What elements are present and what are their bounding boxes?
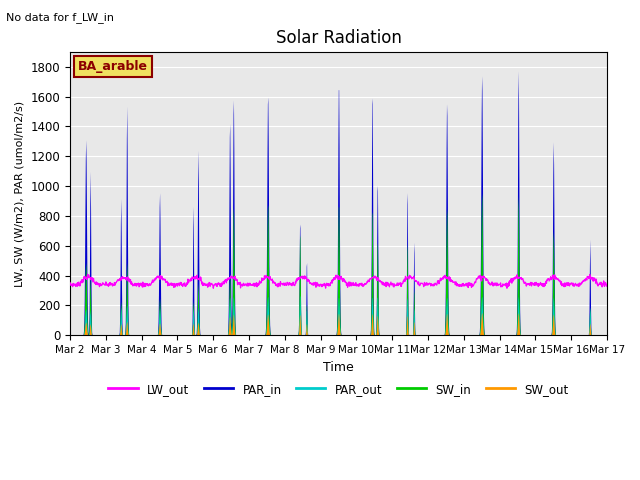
Legend: LW_out, PAR_in, PAR_out, SW_in, SW_out: LW_out, PAR_in, PAR_out, SW_in, SW_out: [104, 378, 573, 400]
Y-axis label: LW, SW (W/m2), PAR (umol/m2/s): LW, SW (W/m2), PAR (umol/m2/s): [15, 100, 25, 287]
X-axis label: Time: Time: [323, 360, 354, 373]
Title: Solar Radiation: Solar Radiation: [276, 29, 401, 48]
Text: No data for f_LW_in: No data for f_LW_in: [6, 12, 115, 23]
Text: BA_arable: BA_arable: [78, 60, 148, 73]
